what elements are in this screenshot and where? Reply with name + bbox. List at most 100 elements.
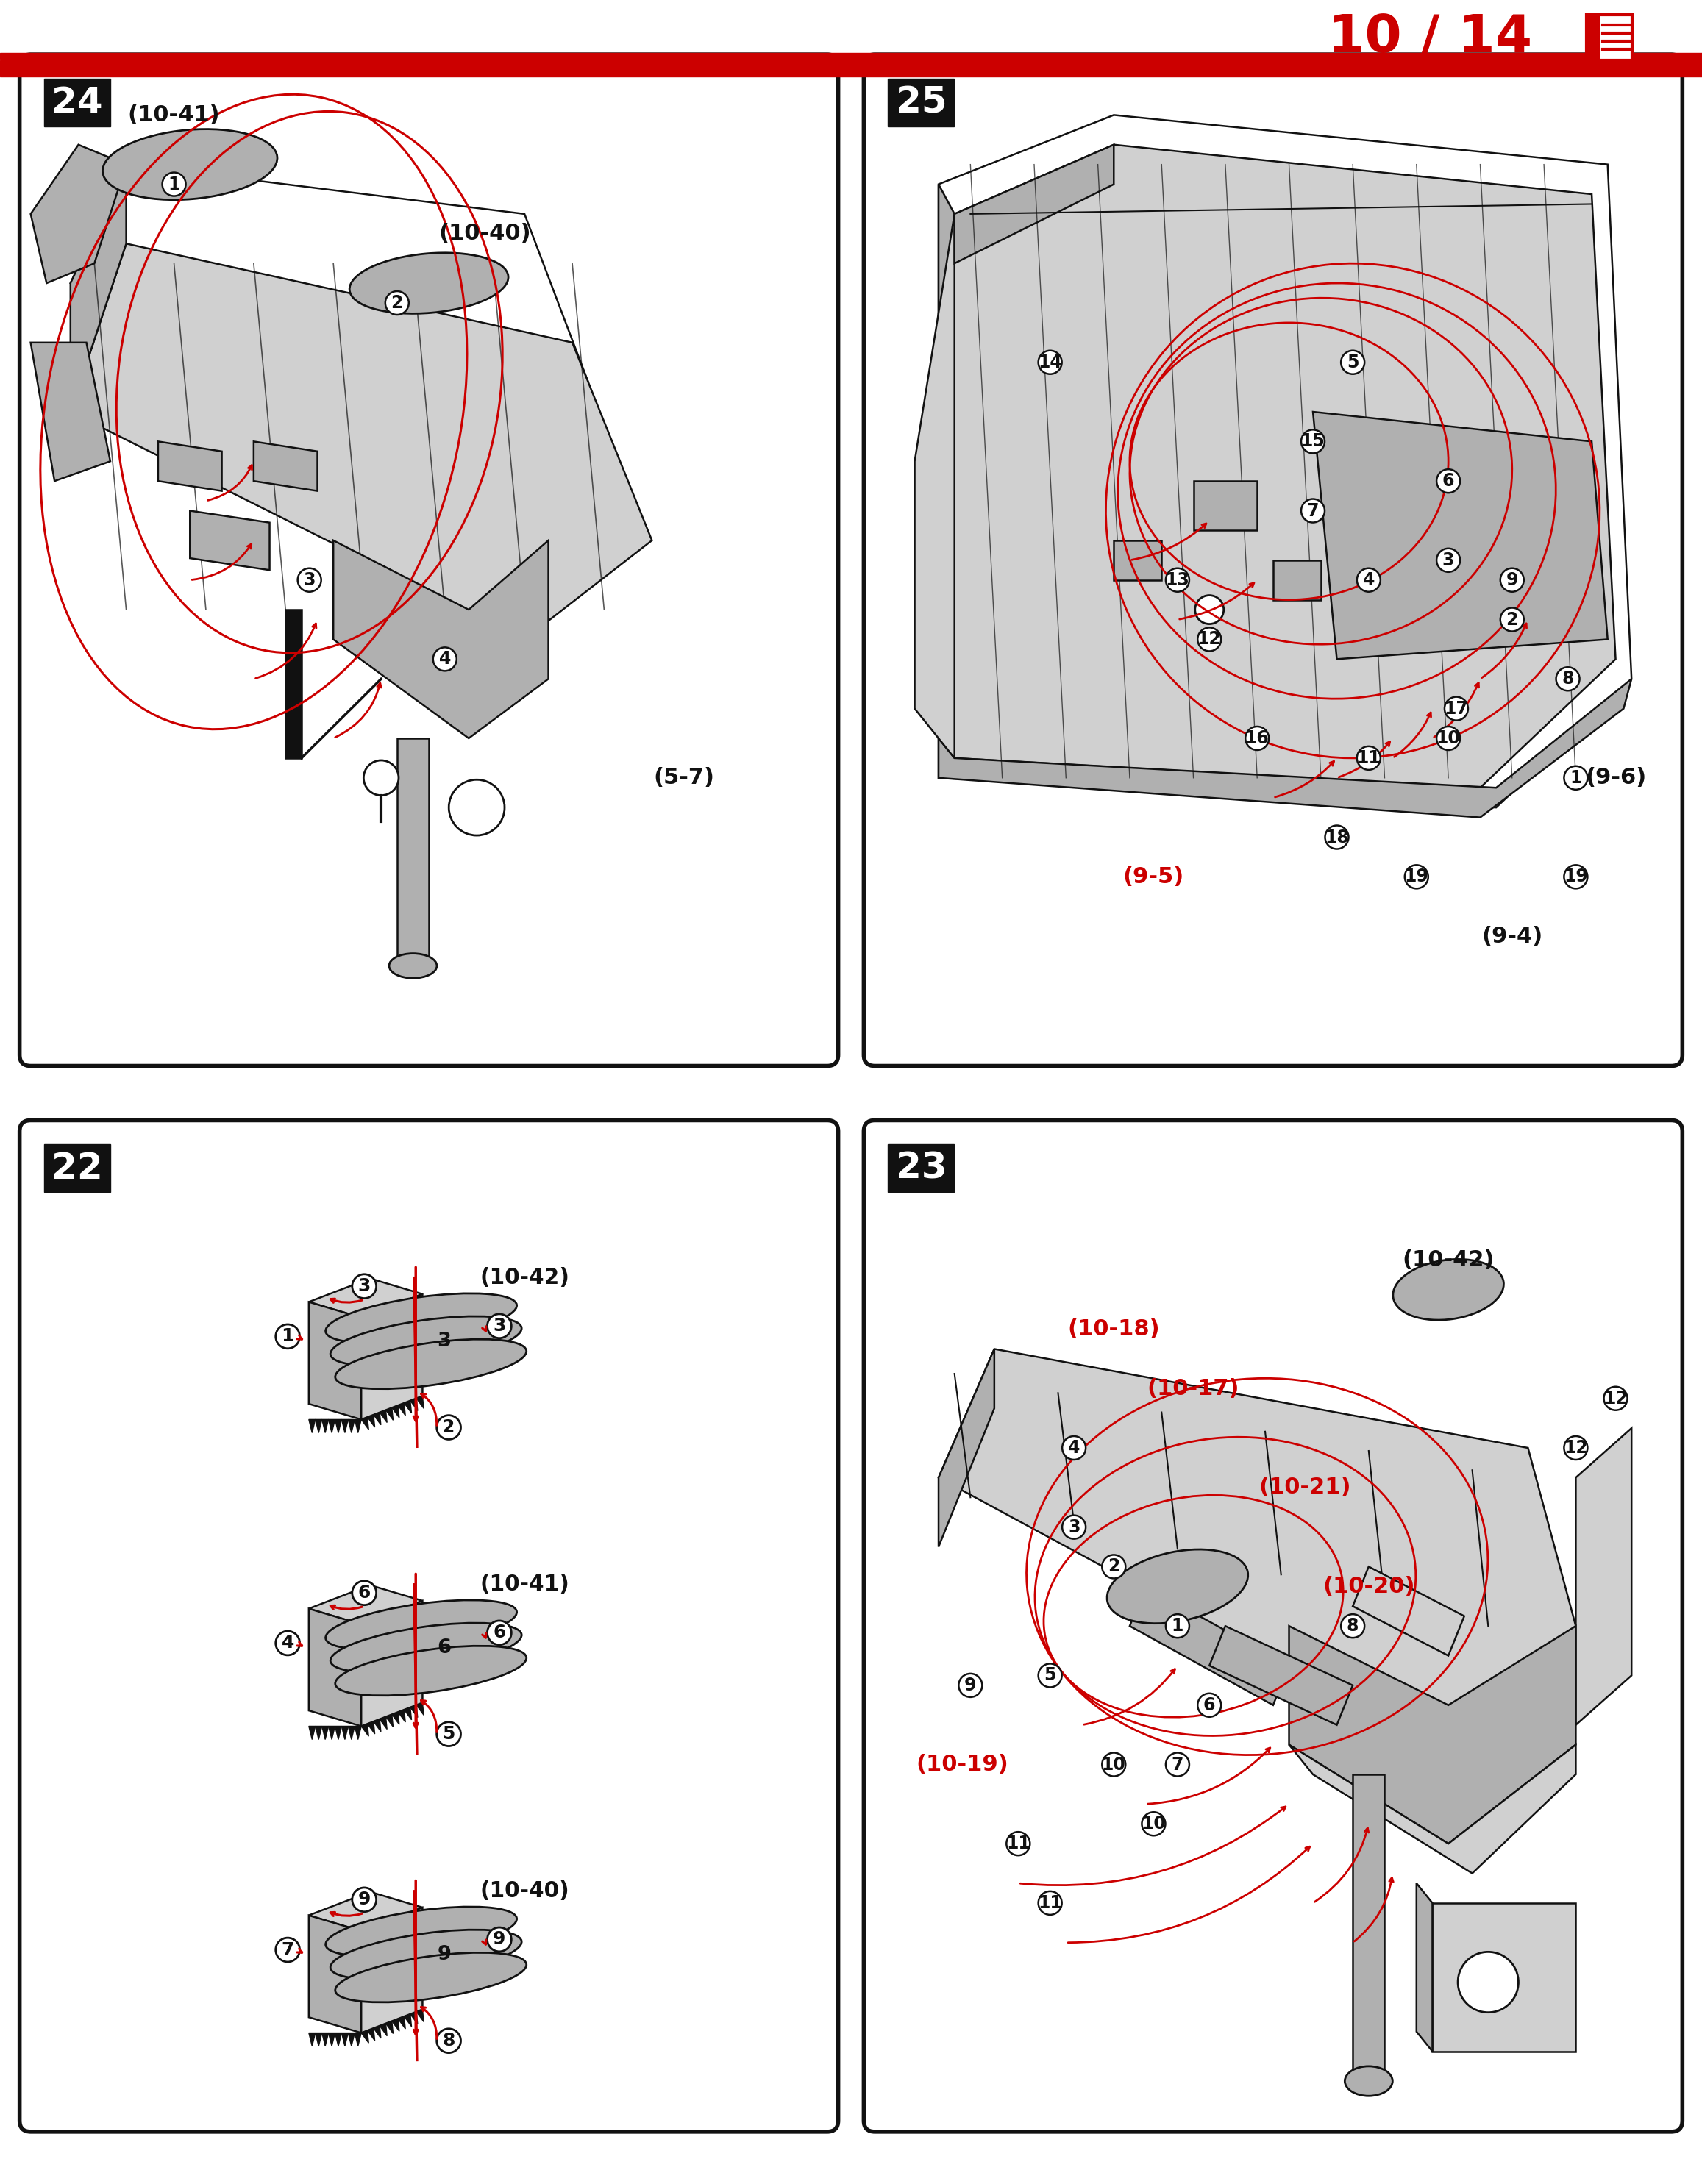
Text: 9: 9 <box>437 1946 451 1963</box>
Polygon shape <box>334 539 548 738</box>
Text: 25: 25 <box>895 85 946 120</box>
Circle shape <box>1356 568 1380 592</box>
Circle shape <box>1198 627 1220 651</box>
Circle shape <box>449 780 504 836</box>
Circle shape <box>1038 1891 1062 1915</box>
Circle shape <box>1166 1754 1190 1776</box>
Polygon shape <box>342 1725 349 1738</box>
Polygon shape <box>403 1400 412 1413</box>
Polygon shape <box>308 1915 361 2033</box>
Text: 3: 3 <box>303 572 315 590</box>
Text: 12: 12 <box>1197 631 1222 649</box>
Circle shape <box>1166 1614 1190 1638</box>
Text: 6: 6 <box>1442 472 1455 489</box>
Polygon shape <box>368 1721 374 1734</box>
Polygon shape <box>328 1725 335 1738</box>
Polygon shape <box>398 1710 405 1723</box>
Circle shape <box>352 1581 376 1605</box>
Polygon shape <box>70 164 126 413</box>
Polygon shape <box>410 1706 417 1717</box>
Bar <box>1586 15 1632 61</box>
Polygon shape <box>342 1420 349 1433</box>
Polygon shape <box>1113 539 1161 581</box>
Text: 13: 13 <box>1166 572 1190 590</box>
Circle shape <box>1499 568 1523 592</box>
Polygon shape <box>315 1420 322 1433</box>
Polygon shape <box>417 2009 424 2022</box>
Ellipse shape <box>325 1907 517 1957</box>
Text: 8: 8 <box>1346 1616 1358 1636</box>
Polygon shape <box>322 1725 328 1738</box>
Polygon shape <box>308 1278 422 1317</box>
Ellipse shape <box>102 129 277 199</box>
Text: 1: 1 <box>168 175 180 192</box>
Ellipse shape <box>335 1339 526 1389</box>
Bar <box>1586 15 1600 61</box>
Circle shape <box>1356 747 1380 769</box>
Polygon shape <box>322 2033 328 2046</box>
Polygon shape <box>1312 413 1608 660</box>
Ellipse shape <box>1392 1260 1503 1319</box>
Polygon shape <box>308 1891 422 1931</box>
Text: 11: 11 <box>1038 1894 1062 1911</box>
Text: 2: 2 <box>443 1420 454 1437</box>
Circle shape <box>487 1621 511 1645</box>
Polygon shape <box>1130 1586 1288 1706</box>
Circle shape <box>162 173 186 197</box>
Circle shape <box>1436 470 1460 494</box>
Circle shape <box>276 1631 300 1655</box>
Polygon shape <box>955 144 1113 264</box>
Ellipse shape <box>390 954 437 978</box>
Polygon shape <box>391 2018 400 2031</box>
Polygon shape <box>70 245 652 640</box>
Text: 7: 7 <box>281 1942 294 1959</box>
Circle shape <box>1300 430 1324 454</box>
Polygon shape <box>315 2033 322 2046</box>
Circle shape <box>352 1887 376 1911</box>
Polygon shape <box>398 2016 405 2029</box>
Polygon shape <box>397 738 429 957</box>
Text: 7: 7 <box>1171 1756 1183 1773</box>
Text: (10-20): (10-20) <box>1322 1575 1414 1597</box>
Text: 9: 9 <box>965 1677 977 1695</box>
Polygon shape <box>373 1413 381 1424</box>
Polygon shape <box>308 1586 422 1625</box>
Bar <box>0 61 1702 76</box>
Text: 2: 2 <box>1506 612 1518 629</box>
Text: 4: 4 <box>1363 572 1375 590</box>
Polygon shape <box>373 1719 381 1732</box>
Text: 3: 3 <box>1067 1518 1081 1535</box>
Text: 19: 19 <box>1404 867 1428 887</box>
Ellipse shape <box>325 1293 517 1343</box>
Ellipse shape <box>1345 2066 1392 2097</box>
Circle shape <box>1195 596 1224 625</box>
Polygon shape <box>1193 480 1258 531</box>
Polygon shape <box>328 1420 335 1433</box>
Polygon shape <box>70 164 589 461</box>
Text: (10-18): (10-18) <box>1067 1319 1161 1339</box>
Polygon shape <box>322 1420 328 1433</box>
Polygon shape <box>1416 1883 1433 2051</box>
Text: 6: 6 <box>494 1625 505 1642</box>
Circle shape <box>1300 498 1324 522</box>
Polygon shape <box>373 2027 381 2038</box>
Text: 19: 19 <box>1564 867 1588 887</box>
Circle shape <box>1564 865 1588 889</box>
Text: (9-6): (9-6) <box>1585 767 1646 788</box>
Text: 10: 10 <box>1436 729 1460 747</box>
Polygon shape <box>938 183 955 758</box>
Polygon shape <box>955 144 1615 788</box>
Polygon shape <box>391 1712 400 1725</box>
Circle shape <box>1341 352 1365 373</box>
Ellipse shape <box>1106 1548 1248 1623</box>
Text: (10-17): (10-17) <box>1147 1378 1239 1400</box>
Text: (10-40): (10-40) <box>480 1880 570 1902</box>
Circle shape <box>1326 826 1348 850</box>
Circle shape <box>1101 1555 1125 1579</box>
Polygon shape <box>308 1610 361 1725</box>
Text: 2: 2 <box>1108 1557 1120 1575</box>
Polygon shape <box>391 1406 400 1417</box>
Text: (10-42): (10-42) <box>1402 1249 1494 1271</box>
Circle shape <box>1564 767 1588 791</box>
Text: 7: 7 <box>1307 502 1319 520</box>
